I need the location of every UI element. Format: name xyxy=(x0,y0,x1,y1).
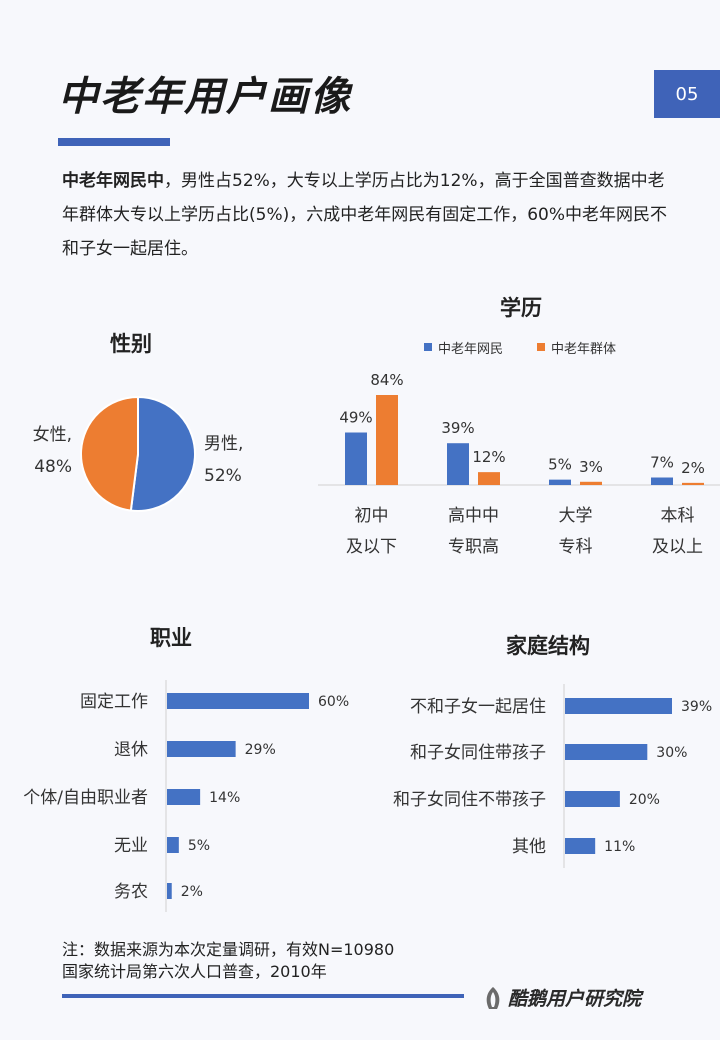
bar-value-label: 12% xyxy=(472,448,505,466)
intro-bold: 中老年网民中 xyxy=(62,171,164,191)
bar-value-label: 29% xyxy=(245,742,276,758)
bar xyxy=(167,693,309,709)
bar-value-label: 20% xyxy=(629,792,660,808)
pie-label: 男性, xyxy=(204,434,243,454)
brand-logo-icon xyxy=(486,986,500,1009)
category-label: 个体/自由职业者 xyxy=(23,788,148,808)
bar-value-label: 2% xyxy=(681,459,705,477)
category-label: 退休 xyxy=(114,740,148,760)
bar-value-label: 49% xyxy=(339,409,372,427)
bar xyxy=(565,791,620,807)
education-chart-title: 学历 xyxy=(500,296,542,320)
bar-value-label: 39% xyxy=(441,419,474,437)
source-note-2: 国家统计局第六次人口普查，2010年 xyxy=(62,962,327,981)
category-label: 和子女同住带孩子 xyxy=(410,743,546,763)
page-title: 中老年用户画像 xyxy=(58,74,352,120)
bar xyxy=(565,838,596,854)
category-label: 务农 xyxy=(114,882,148,902)
category-label: 及以下 xyxy=(346,537,397,557)
bar-value-label: 84% xyxy=(370,371,403,389)
category-label: 高中中 xyxy=(448,506,499,526)
category-label: 其他 xyxy=(512,837,546,857)
bar xyxy=(549,479,571,485)
category-label: 和子女同住不带孩子 xyxy=(393,790,546,810)
bar xyxy=(565,744,648,760)
category-label: 固定工作 xyxy=(80,692,148,712)
bar-value-label: 5% xyxy=(188,838,210,854)
brand-name: 酷鹅用户研究院 xyxy=(508,988,642,1010)
bar-value-label: 14% xyxy=(209,790,240,806)
bar xyxy=(682,482,704,485)
family-chart-title: 家庭结构 xyxy=(506,634,590,658)
legend-label: 中老年群体 xyxy=(551,342,616,357)
occupation-chart-title: 职业 xyxy=(150,626,192,650)
bar-value-label: 3% xyxy=(579,458,603,476)
bar xyxy=(345,432,367,485)
bar xyxy=(478,472,500,485)
bar-value-label: 5% xyxy=(548,456,572,474)
pie-value-label: 52% xyxy=(204,466,242,486)
pie-label: 女性, xyxy=(33,425,72,445)
bar xyxy=(447,443,469,485)
bar-value-label: 2% xyxy=(181,884,203,900)
bar xyxy=(167,741,236,757)
brand: 酷鹅用户研究院 xyxy=(482,984,641,1011)
pie-value-label: 48% xyxy=(34,457,72,477)
bar-value-label: 7% xyxy=(650,454,674,472)
intro-paragraph: 中老年网民中，男性占52%，大专以上学历占比为12%，高于全国普查数据中老年群体… xyxy=(62,164,672,266)
category-label: 专科 xyxy=(559,537,593,557)
category-label: 专职高 xyxy=(448,537,499,557)
intro-text: ，男性占52%，大专以上学历占比为12%，高于全国普查数据中老年群体大专以上学历… xyxy=(62,171,668,259)
pie-slice xyxy=(80,395,139,512)
category-label: 本科 xyxy=(661,506,695,526)
bar-value-label: 60% xyxy=(318,694,349,710)
legend-swatch xyxy=(424,343,432,351)
bar xyxy=(167,883,172,899)
legend-swatch xyxy=(537,343,545,351)
bar-value-label: 11% xyxy=(604,839,635,855)
bar xyxy=(167,837,179,853)
bar-value-label: 30% xyxy=(656,745,687,761)
source-note-1: 注：数据来源为本次定量调研，有效N=10980 xyxy=(62,940,395,959)
page-number-badge: 05 xyxy=(654,70,720,118)
category-label: 及以上 xyxy=(652,537,703,557)
bar xyxy=(376,395,398,485)
bar xyxy=(565,698,672,714)
category-label: 初中 xyxy=(355,506,389,526)
legend-label: 中老年网民 xyxy=(438,342,503,357)
gender-chart-title: 性别 xyxy=(110,332,152,356)
category-label: 不和子女一起居住 xyxy=(410,697,546,717)
bar xyxy=(167,789,201,805)
title-underline xyxy=(58,138,170,146)
bar xyxy=(580,481,602,485)
pie-slice xyxy=(129,395,196,512)
bar-value-label: 39% xyxy=(681,699,712,715)
footer-line xyxy=(62,994,464,998)
bar xyxy=(651,477,673,485)
category-label: 无业 xyxy=(114,836,148,856)
category-label: 大学 xyxy=(559,506,593,526)
